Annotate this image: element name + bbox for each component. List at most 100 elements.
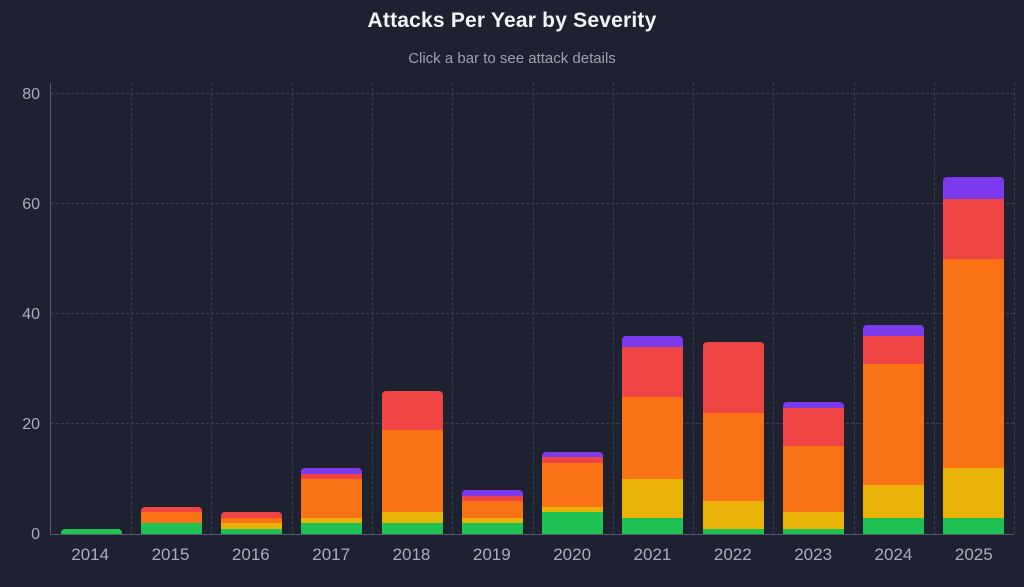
- bar-2017[interactable]: [301, 468, 363, 534]
- bar-slot-2019: [452, 83, 532, 534]
- bar-2020-segment-green[interactable]: [542, 512, 604, 534]
- bar-2017-segment-green[interactable]: [301, 523, 363, 534]
- bar-2019-segment-green[interactable]: [461, 523, 523, 534]
- bar-2020-segment-red[interactable]: [542, 457, 604, 463]
- bar-2015-segment-orange[interactable]: [140, 512, 202, 523]
- bar-2019-segment-purple[interactable]: [461, 490, 523, 496]
- chart-subtitle: Click a bar to see attack details: [408, 50, 616, 67]
- y-axis: 0 20 40 60 80: [0, 83, 50, 543]
- bar-2025-segment-orange[interactable]: [943, 259, 1005, 468]
- x-tick-label-2023: 2023: [794, 545, 833, 564]
- bar-slot-2021: [613, 83, 693, 534]
- x-tick-label-2025: 2025: [954, 545, 993, 564]
- bar-2023-segment-orange[interactable]: [782, 446, 844, 512]
- bar-2025-segment-green[interactable]: [943, 517, 1005, 534]
- bar-2023-segment-purple[interactable]: [782, 402, 844, 408]
- bar-2020[interactable]: [542, 451, 604, 534]
- bar-slot-2025: [934, 83, 1014, 534]
- bar-2022-segment-orange[interactable]: [702, 413, 764, 501]
- gridline-x-3: [291, 83, 293, 534]
- bar-2016-segment-green[interactable]: [221, 528, 283, 534]
- bar-2021-segment-red[interactable]: [622, 347, 684, 397]
- bar-2014[interactable]: [60, 528, 122, 534]
- bar-2014-segment-green[interactable]: [60, 528, 122, 534]
- bar-slot-2023: [773, 83, 853, 534]
- bar-2020-segment-orange[interactable]: [542, 462, 604, 507]
- x-tick-label-2016: 2016: [231, 545, 270, 564]
- bar-2017-segment-red[interactable]: [301, 473, 363, 479]
- bar-2025[interactable]: [943, 176, 1005, 534]
- bar-2025-segment-red[interactable]: [943, 198, 1005, 259]
- bar-2019-segment-red[interactable]: [461, 495, 523, 501]
- y-tick-label-20: 20: [22, 416, 40, 433]
- bar-2024-segment-orange[interactable]: [863, 363, 925, 485]
- plot-area: [50, 83, 1015, 535]
- bar-2022-segment-yellow[interactable]: [702, 501, 764, 529]
- bar-slot-2020: [533, 83, 613, 534]
- bar-2024-segment-yellow[interactable]: [863, 484, 925, 518]
- x-tick-label-2021: 2021: [633, 545, 672, 564]
- bar-2018-segment-orange[interactable]: [381, 429, 443, 512]
- bar-2016-segment-red[interactable]: [221, 512, 283, 518]
- x-tick-label-2020: 2020: [553, 545, 592, 564]
- bar-2017-segment-orange[interactable]: [301, 479, 363, 518]
- bar-2023-segment-red[interactable]: [782, 407, 844, 446]
- bar-slot-2018: [372, 83, 452, 534]
- bar-2022[interactable]: [702, 341, 764, 534]
- bar-2015-segment-green[interactable]: [140, 523, 202, 534]
- y-tick-label-40: 40: [22, 306, 40, 323]
- bar-2021-segment-purple[interactable]: [622, 336, 684, 347]
- x-tick-label-2015: 2015: [151, 545, 190, 564]
- bar-2023-segment-green[interactable]: [782, 528, 844, 534]
- x-tick-label-2017: 2017: [312, 545, 351, 564]
- bar-2023[interactable]: [782, 402, 844, 534]
- bar-2024-segment-red[interactable]: [863, 336, 925, 364]
- x-tick-label-2018: 2018: [392, 545, 431, 564]
- y-tick-label-60: 60: [22, 196, 40, 213]
- bar-2022-segment-red[interactable]: [702, 341, 764, 413]
- bar-2017-segment-purple[interactable]: [301, 468, 363, 474]
- bar-2016[interactable]: [221, 512, 283, 534]
- gridline-x-6: [532, 83, 534, 534]
- y-tick-label-80: 80: [22, 86, 40, 103]
- bar-2024-segment-purple[interactable]: [863, 325, 925, 336]
- bar-2024[interactable]: [863, 325, 925, 534]
- gridline-x-5: [452, 83, 454, 534]
- gridline-x-8: [692, 83, 694, 534]
- bar-2015-segment-red[interactable]: [140, 506, 202, 512]
- bar-2016-segment-orange[interactable]: [221, 517, 283, 523]
- bar-2016-segment-yellow[interactable]: [221, 523, 283, 529]
- bar-2019[interactable]: [461, 490, 523, 534]
- bar-2019-segment-yellow[interactable]: [461, 517, 523, 523]
- bar-2021-segment-green[interactable]: [622, 517, 684, 534]
- bar-2025-segment-purple[interactable]: [943, 176, 1005, 199]
- bar-2021[interactable]: [622, 336, 684, 534]
- gridline-x-2: [211, 83, 213, 534]
- bar-slot-2015: [131, 83, 211, 534]
- bar-2022-segment-green[interactable]: [702, 528, 764, 534]
- gridline-x-1: [131, 83, 133, 534]
- bar-2024-segment-green[interactable]: [863, 517, 925, 534]
- x-tick-label-2014: 2014: [71, 545, 110, 564]
- gridline-x-12: [1014, 83, 1015, 534]
- bar-2021-segment-orange[interactable]: [622, 396, 684, 479]
- bar-slot-2017: [292, 83, 372, 534]
- x-tick-label-2022: 2022: [713, 545, 752, 564]
- bar-2020-segment-yellow[interactable]: [542, 506, 604, 512]
- bar-2018-segment-green[interactable]: [381, 523, 443, 534]
- x-axis: 2014 2015 2016 2017 2018 2019 2020 2021 2022 2023…: [50, 535, 1014, 579]
- gridline-x-9: [773, 83, 775, 534]
- bar-2017-segment-yellow[interactable]: [301, 517, 363, 523]
- gridline-x-11: [933, 83, 935, 534]
- bar-2021-segment-yellow[interactable]: [622, 479, 684, 518]
- bar-2015[interactable]: [140, 506, 202, 534]
- bar-2018[interactable]: [381, 391, 443, 534]
- bar-2019-segment-orange[interactable]: [461, 501, 523, 518]
- bar-2023-segment-yellow[interactable]: [782, 512, 844, 529]
- bar-2018-segment-yellow[interactable]: [381, 512, 443, 523]
- bar-2020-segment-purple[interactable]: [542, 451, 604, 457]
- bar-slot-2022: [693, 83, 773, 534]
- bar-2025-segment-yellow[interactable]: [943, 468, 1005, 518]
- bar-2018-segment-red[interactable]: [381, 391, 443, 430]
